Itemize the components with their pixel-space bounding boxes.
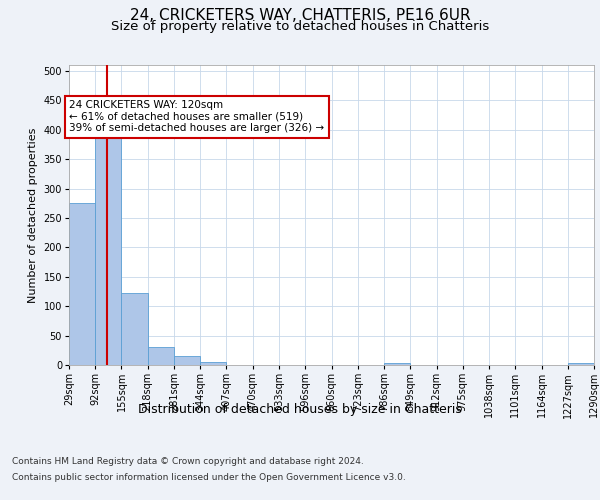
Text: Size of property relative to detached houses in Chatteris: Size of property relative to detached ho… [111,20,489,33]
Bar [148,348,174,365]
Bar [95,126,121,365]
Bar [568,363,594,365]
Text: Distribution of detached houses by size in Chatteris: Distribution of detached houses by size … [138,402,462,415]
Bar [384,363,410,365]
Y-axis label: Number of detached properties: Number of detached properties [28,128,38,302]
Text: Contains HM Land Registry data © Crown copyright and database right 2024.: Contains HM Land Registry data © Crown c… [12,458,364,466]
Bar [200,362,226,365]
Bar [69,203,95,365]
Text: 24 CRICKETERS WAY: 120sqm
← 61% of detached houses are smaller (519)
39% of semi: 24 CRICKETERS WAY: 120sqm ← 61% of detac… [70,100,325,134]
Text: Contains public sector information licensed under the Open Government Licence v3: Contains public sector information licen… [12,472,406,482]
Bar [121,293,148,365]
Bar [174,356,200,365]
Text: 24, CRICKETERS WAY, CHATTERIS, PE16 6UR: 24, CRICKETERS WAY, CHATTERIS, PE16 6UR [130,8,470,22]
